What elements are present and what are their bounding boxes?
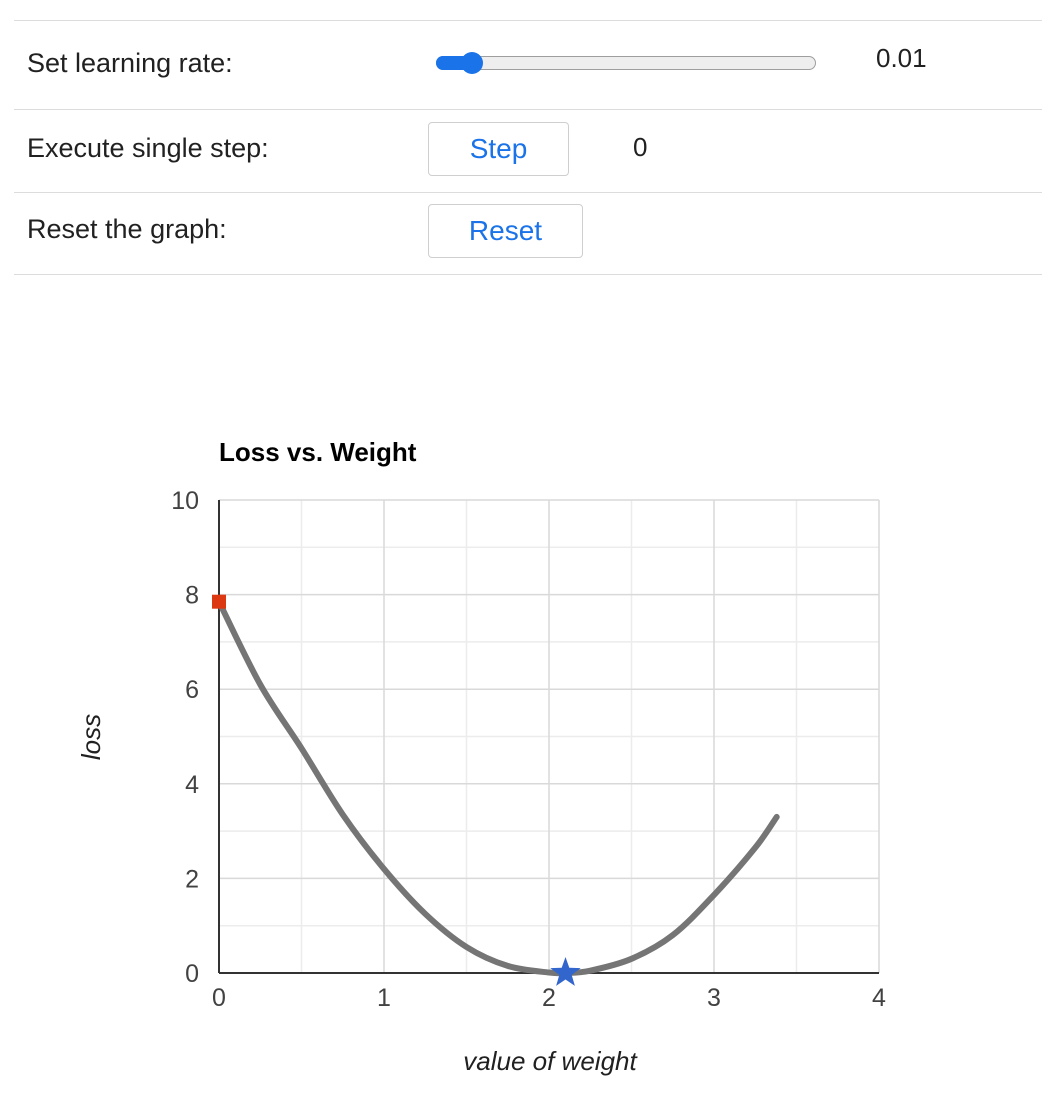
y-tick-label: 4 — [185, 771, 199, 799]
loss-curve — [216, 598, 780, 977]
x-axis-label: value of weight — [463, 1046, 638, 1076]
chart-series — [212, 594, 780, 986]
step-count: 0 — [633, 132, 648, 162]
y-tick-label: 10 — [171, 487, 199, 515]
loss-chart-svg: Loss vs. Weight 0 1 2 3 4 0 2 4 6 8 10 value of we… — [76, 437, 886, 1076]
reset-row: Reset the graph: Reset — [14, 192, 1042, 275]
y-tick-label: 8 — [185, 582, 199, 610]
x-tick-label: 0 — [212, 984, 226, 1012]
controls-panel: Set learning rate: 0.01 Execute single s… — [14, 20, 1042, 275]
x-tick-label: 2 — [542, 984, 556, 1012]
learning-rate-label: Set learning rate: — [27, 48, 233, 78]
reset-button[interactable]: Reset — [428, 204, 583, 258]
y-axis-label: loss — [76, 714, 106, 760]
step-row: Execute single step: Step 0 — [14, 109, 1042, 192]
chart-ticks: 0 1 2 3 4 0 2 4 6 8 10 — [171, 487, 886, 1012]
x-tick-label: 3 — [707, 984, 721, 1012]
slider-track[interactable] — [436, 56, 816, 70]
learning-rate-value: 0.01 — [876, 43, 927, 73]
chart-grid — [218, 499, 880, 974]
x-tick-label: 4 — [872, 984, 886, 1012]
chart-title: Loss vs. Weight — [219, 437, 417, 467]
y-tick-label: 0 — [185, 960, 199, 988]
step-label: Execute single step: — [27, 133, 269, 163]
y-tick-label: 2 — [185, 865, 199, 893]
y-tick-label: 6 — [185, 676, 199, 704]
start-point-marker — [212, 594, 226, 609]
learning-rate-row: Set learning rate: 0.01 — [14, 20, 1042, 109]
minimum-star-icon — [550, 957, 581, 986]
slider-thumb[interactable] — [461, 52, 484, 74]
learning-rate-slider[interactable] — [436, 52, 816, 74]
step-button[interactable]: Step — [428, 122, 569, 176]
x-tick-label: 1 — [377, 984, 391, 1012]
loss-chart: Loss vs. Weight 0 1 2 3 4 0 2 4 6 8 10 value of we… — [0, 420, 1042, 1112]
reset-label: Reset the graph: — [27, 214, 227, 244]
